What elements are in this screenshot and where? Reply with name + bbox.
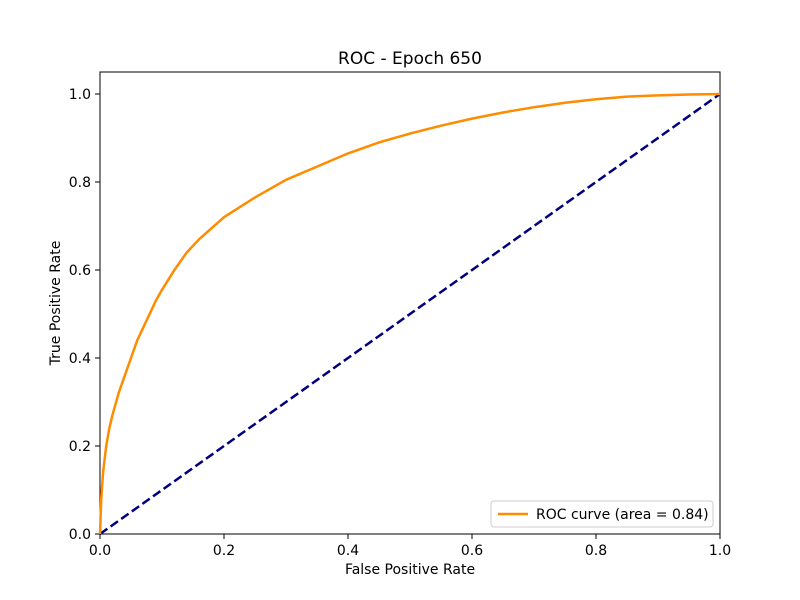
x-tick-label: 0.4 [337, 543, 359, 559]
plot-frame [99, 71, 721, 535]
x-tick-label: 1.0 [709, 543, 731, 559]
x-tick-label: 0.2 [213, 543, 235, 559]
legend-box [490, 500, 714, 528]
y-tick-label: 0.2 [69, 439, 91, 455]
x-axis-label: False Positive Rate [345, 562, 475, 578]
chart-title: ROC - Epoch 650 [338, 49, 482, 69]
y-tick-label: 1.0 [69, 87, 91, 103]
x-tick-label: 0.6 [461, 543, 483, 559]
y-axis: 0.0 0.2 0.4 0.6 0.8 1.0 [69, 87, 100, 543]
x-tick-label: 0.8 [585, 543, 607, 559]
series-layer [98, 92, 721, 536]
roc-curve-line [98, 92, 721, 535]
legend-label: ROC curve (area = 0.84) [536, 507, 709, 523]
x-tick-label: 0.0 [89, 543, 111, 559]
y-tick-label: 0.8 [69, 175, 91, 191]
legend: ROC curve (area = 0.84) [490, 500, 714, 528]
y-tick-label: 0.4 [69, 351, 91, 367]
y-axis-label: True Positive Rate [48, 241, 64, 367]
plot-area [99, 71, 721, 535]
y-tick-label: 0.0 [69, 527, 91, 543]
chance-diagonal-line [99, 92, 721, 536]
y-tick-label: 0.6 [69, 263, 91, 279]
x-axis: 0.0 0.2 0.4 0.6 0.8 1.0 [89, 534, 731, 559]
